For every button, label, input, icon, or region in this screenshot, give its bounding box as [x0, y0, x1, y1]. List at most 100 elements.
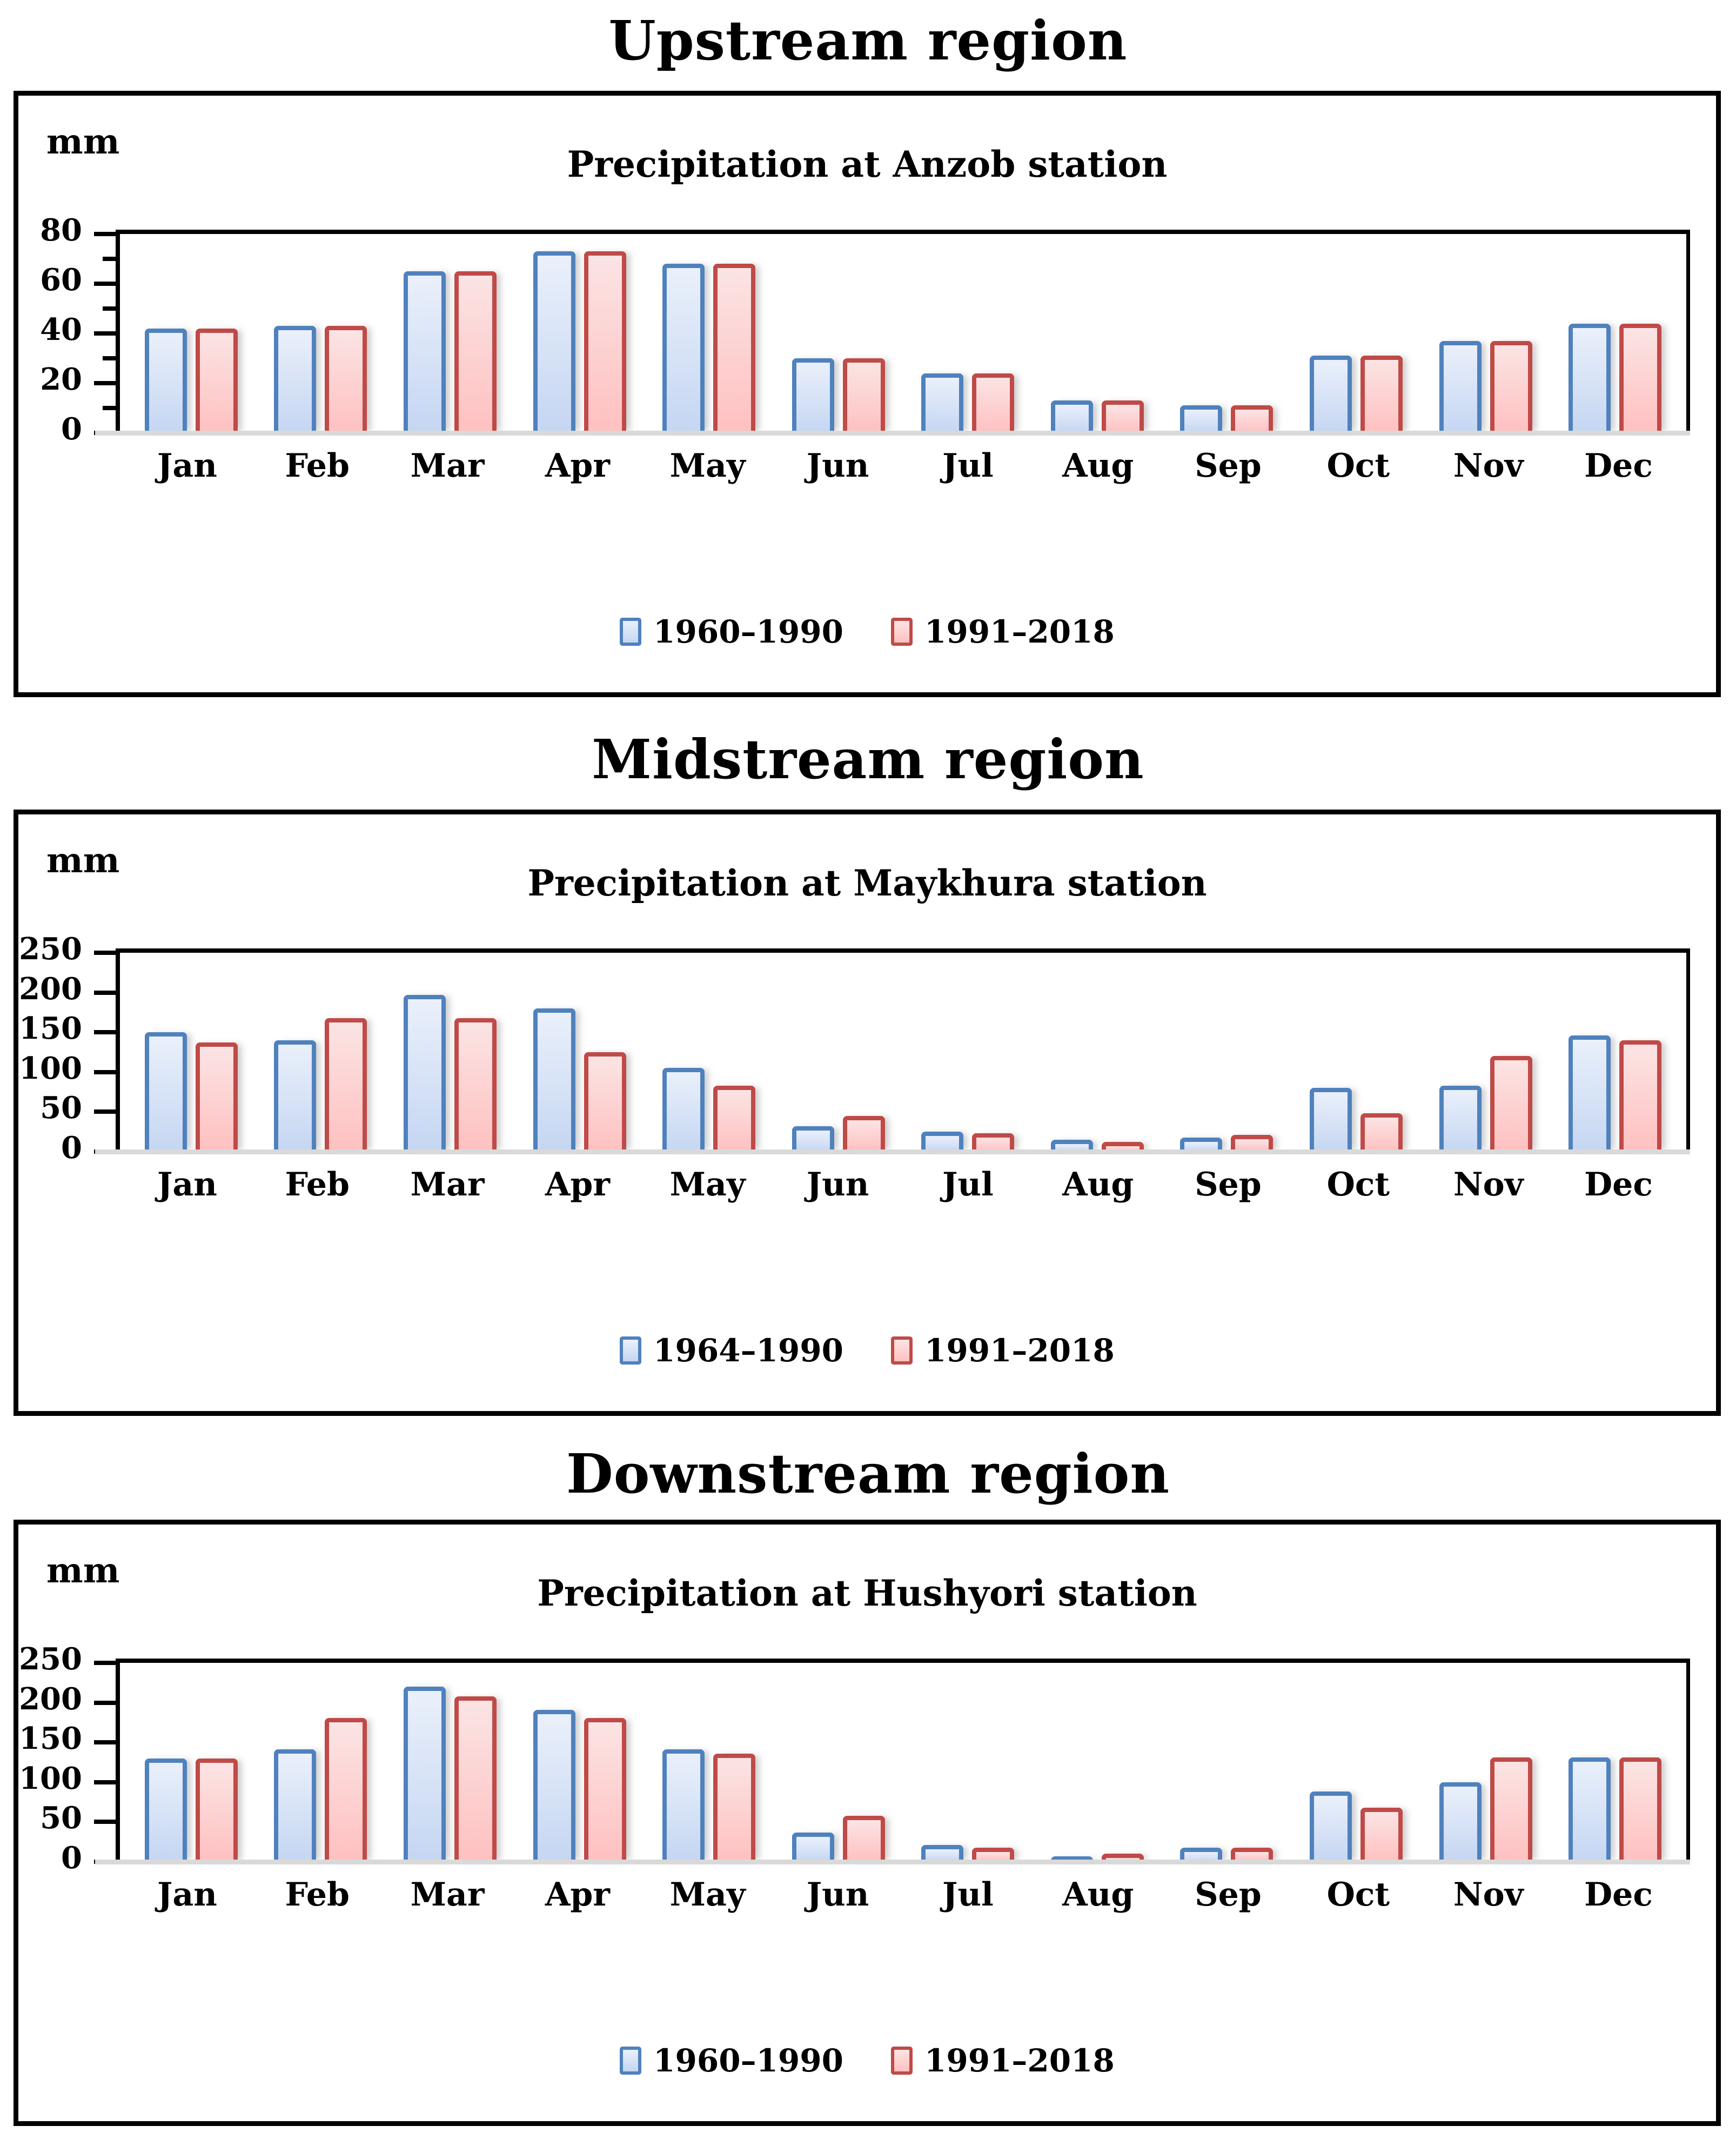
bar-oct-period2 — [1360, 356, 1403, 433]
bar-sep-period2 — [1231, 1848, 1273, 1862]
bar-group-jul — [903, 234, 1033, 433]
bars-container — [120, 1663, 1686, 1862]
x-axis-label-jan: Jan — [157, 1876, 217, 1914]
bar-group-apr — [515, 234, 645, 433]
bar-apr-period1 — [533, 1008, 575, 1152]
bar-dec-period1 — [1569, 1035, 1611, 1152]
x-axis-label-dec: Dec — [1584, 1876, 1653, 1914]
bar-group-apr — [515, 1663, 645, 1862]
bar-apr-period1 — [533, 251, 575, 433]
bar-aug-period1 — [1050, 1856, 1093, 1862]
x-axis-label-dec: Dec — [1584, 447, 1653, 485]
bar-nov-period2 — [1490, 1056, 1532, 1152]
bar-may-period1 — [662, 1068, 705, 1152]
bar-mar-period2 — [454, 1018, 497, 1152]
bar-group-dec — [1550, 234, 1680, 433]
bar-sep-period1 — [1180, 405, 1223, 433]
bar-mar-period2 — [454, 1696, 497, 1862]
y-minor-tick-mark — [103, 257, 116, 261]
x-axis-label-oct: Oct — [1326, 447, 1390, 485]
bar-jan-period1 — [144, 1759, 187, 1862]
x-axis-baseline — [95, 1860, 1690, 1864]
bar-group-sep — [1162, 234, 1292, 433]
bar-jun-period1 — [792, 358, 834, 433]
legend-swatch-series2 — [891, 618, 913, 646]
bar-group-may — [644, 1663, 774, 1862]
legend: 1960–1990 1991–2018 — [18, 2042, 1716, 2079]
x-axis-label-may: May — [669, 1166, 746, 1204]
y-axis-unit-label: mm — [46, 1550, 120, 1591]
bar-mar-period2 — [454, 271, 497, 433]
bars-container — [120, 234, 1686, 433]
bar-nov-period1 — [1439, 341, 1482, 433]
bar-jan-period2 — [195, 329, 238, 433]
bar-jun-period1 — [792, 1833, 834, 1862]
y-tick-mark — [94, 282, 116, 286]
y-tick-label: 250 — [19, 931, 82, 967]
bar-group-jun — [774, 234, 903, 433]
bar-group-jan — [126, 1663, 256, 1862]
bar-group-jul — [903, 953, 1033, 1152]
bar-sep-period2 — [1231, 1135, 1273, 1152]
bar-jul-period1 — [921, 1845, 964, 1862]
x-axis-label-jun: Jun — [806, 1166, 869, 1204]
bar-group-jun — [774, 1663, 903, 1862]
bar-group-aug — [1033, 234, 1162, 433]
bar-aug-period2 — [1101, 1142, 1144, 1152]
legend-swatch-series1 — [620, 2047, 642, 2075]
y-tick-mark — [94, 381, 116, 385]
y-tick-label: 200 — [19, 971, 82, 1007]
bar-feb-period2 — [325, 326, 367, 433]
bar-jan-period1 — [144, 1032, 187, 1152]
bar-aug-period2 — [1101, 400, 1144, 433]
x-axis-label-apr: Apr — [545, 1166, 610, 1204]
y-tick-mark — [94, 331, 116, 336]
y-tick-mark — [94, 1701, 116, 1705]
plot-area: 80 60 40 20 0 — [40, 212, 1690, 447]
y-tick-mark — [94, 1820, 116, 1824]
bar-jan-period1 — [144, 329, 187, 433]
legend: 1960–1990 1991–2018 — [18, 613, 1716, 650]
bar-group-jun — [774, 953, 903, 1152]
x-axis-label-apr: Apr — [545, 447, 610, 485]
bar-apr-period2 — [584, 1052, 626, 1152]
bar-sep-period1 — [1180, 1848, 1223, 1862]
bar-group-mar — [385, 953, 515, 1152]
bar-group-jan — [126, 953, 256, 1152]
bar-group-dec — [1550, 953, 1680, 1152]
y-tick-mark — [94, 232, 116, 236]
bar-dec-period2 — [1619, 1757, 1662, 1862]
bar-nov-period2 — [1490, 341, 1532, 433]
y-minor-tick-mark — [103, 406, 116, 410]
x-axis-baseline — [95, 431, 1690, 436]
x-axis-labels: Jan Feb Mar Apr May Jun Jul Aug Sep Oct Nov Dec — [116, 447, 1690, 485]
bar-jul-period2 — [972, 373, 1015, 433]
x-axis-label-jan: Jan — [157, 447, 217, 485]
x-axis-label-nov: Nov — [1453, 447, 1524, 485]
y-tick-mark — [94, 1070, 116, 1074]
bar-feb-period2 — [325, 1018, 367, 1152]
bar-dec-period2 — [1619, 1040, 1662, 1152]
bar-may-period2 — [713, 1754, 756, 1862]
y-tick-label: 50 — [40, 1800, 82, 1836]
bar-feb-period2 — [325, 1718, 367, 1862]
bar-group-dec — [1550, 1663, 1680, 1862]
bar-jul-period2 — [972, 1848, 1015, 1862]
x-axis-baseline — [95, 1149, 1690, 1154]
bar-oct-period1 — [1309, 1791, 1352, 1862]
y-tick-label: 0 — [61, 411, 82, 447]
bar-aug-period1 — [1050, 400, 1093, 433]
x-axis-label-oct: Oct — [1326, 1876, 1390, 1914]
bar-group-may — [644, 953, 774, 1152]
legend-label-series2: 1991–2018 — [924, 2042, 1115, 2079]
x-axis-label-may: May — [669, 1876, 746, 1914]
bar-group-oct — [1291, 953, 1421, 1152]
legend-label-series1: 1964–1990 — [653, 1332, 843, 1369]
x-axis-label-oct: Oct — [1326, 1166, 1390, 1204]
x-axis-label-sep: Sep — [1195, 1166, 1262, 1204]
bar-sep-period1 — [1180, 1138, 1223, 1152]
bar-oct-period1 — [1309, 356, 1352, 433]
x-axis-labels: Jan Feb Mar Apr May Jun Jul Aug Sep Oct Nov Dec — [116, 1166, 1690, 1204]
x-axis-labels: Jan Feb Mar Apr May Jun Jul Aug Sep Oct Nov Dec — [116, 1876, 1690, 1914]
legend-label-series1: 1960–1990 — [653, 613, 843, 650]
